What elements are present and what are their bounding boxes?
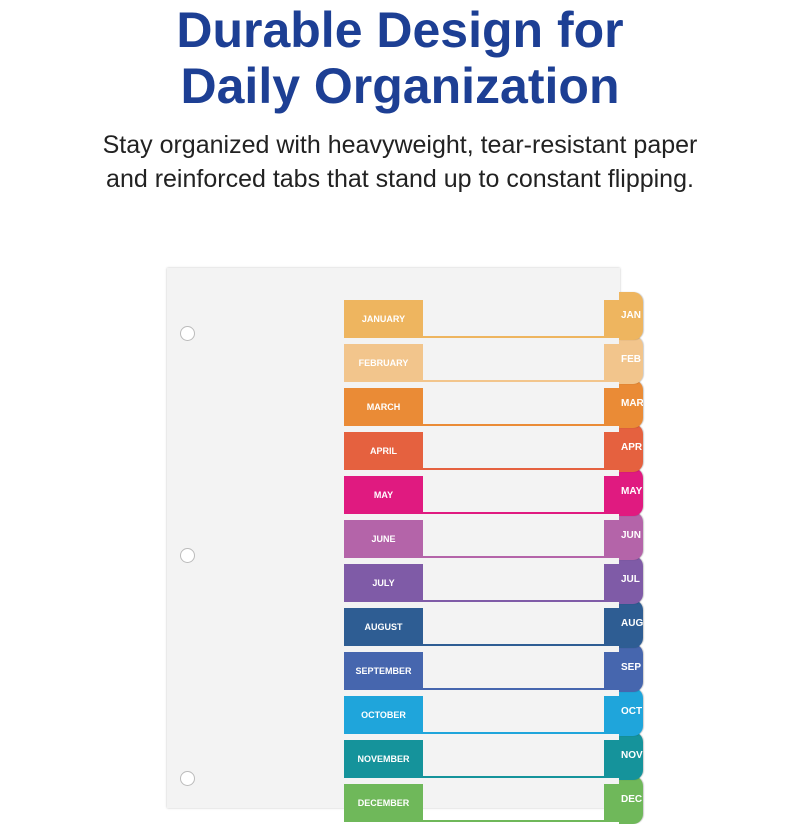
month-row: JANUARY [344,300,620,338]
month-row: SEPTEMBER [344,652,620,690]
month-row: JULY [344,564,620,602]
month-tab[interactable]: MAR [619,380,643,428]
subheadline: Stay organized with heavyweight, tear-re… [0,128,800,196]
row-end-block [604,300,619,338]
month-row: APRIL [344,432,620,470]
month-tab[interactable]: JUL [619,556,643,604]
headline-line-1: Durable Design for [176,2,624,58]
month-label: OCTOBER [344,696,423,734]
subheadline-line-2: and reinforced tabs that stand up to con… [106,165,694,193]
row-end-block [604,344,619,382]
month-row: FEBRUARY [344,344,620,382]
headline: Durable Design for Daily Organization [0,0,800,114]
month-row: MARCH [344,388,620,426]
month-label: DECEMBER [344,784,423,822]
month-label: FEBRUARY [344,344,423,382]
month-label: SEPTEMBER [344,652,423,690]
month-tab[interactable]: FEB [619,336,643,384]
row-end-block [604,740,619,778]
month-row: OCTOBER [344,696,620,734]
write-in-area [423,564,604,602]
punch-hole [180,771,195,786]
row-end-block [604,784,619,822]
month-label: JULY [344,564,423,602]
write-in-area [423,696,604,734]
row-end-block [604,652,619,690]
write-in-area [423,300,604,338]
month-tab[interactable]: JUN [619,512,643,560]
month-label: JANUARY [344,300,423,338]
write-in-area [423,652,604,690]
month-label: NOVEMBER [344,740,423,778]
month-tab[interactable]: DEC [619,776,643,824]
month-tab[interactable]: MAY [619,468,643,516]
month-label: MARCH [344,388,423,426]
month-tab[interactable]: OCT [619,688,643,736]
month-row: JUNE [344,520,620,558]
write-in-area [423,432,604,470]
write-in-area [423,388,604,426]
row-end-block [604,564,619,602]
month-tab[interactable]: APR [619,424,643,472]
month-tab[interactable]: AUG [619,600,643,648]
row-end-block [604,476,619,514]
month-row: DECEMBER [344,784,620,822]
month-row: NOVEMBER [344,740,620,778]
month-tab[interactable]: NOV [619,732,643,780]
punch-hole [180,326,195,341]
month-label: MAY [344,476,423,514]
row-end-block [604,520,619,558]
headline-line-2: Daily Organization [180,58,620,114]
write-in-area [423,784,604,822]
punch-hole [180,548,195,563]
row-end-block [604,432,619,470]
month-tab[interactable]: SEP [619,644,643,692]
write-in-area [423,520,604,558]
row-end-block [604,696,619,734]
month-label: AUGUST [344,608,423,646]
write-in-area [423,476,604,514]
month-tab[interactable]: JAN [619,292,643,340]
month-label: JUNE [344,520,423,558]
month-row: MAY [344,476,620,514]
write-in-area [423,740,604,778]
write-in-area [423,608,604,646]
write-in-area [423,344,604,382]
month-row: AUGUST [344,608,620,646]
month-label: APRIL [344,432,423,470]
row-end-block [604,608,619,646]
subheadline-line-1: Stay organized with heavyweight, tear-re… [102,131,698,159]
row-end-block [604,388,619,426]
